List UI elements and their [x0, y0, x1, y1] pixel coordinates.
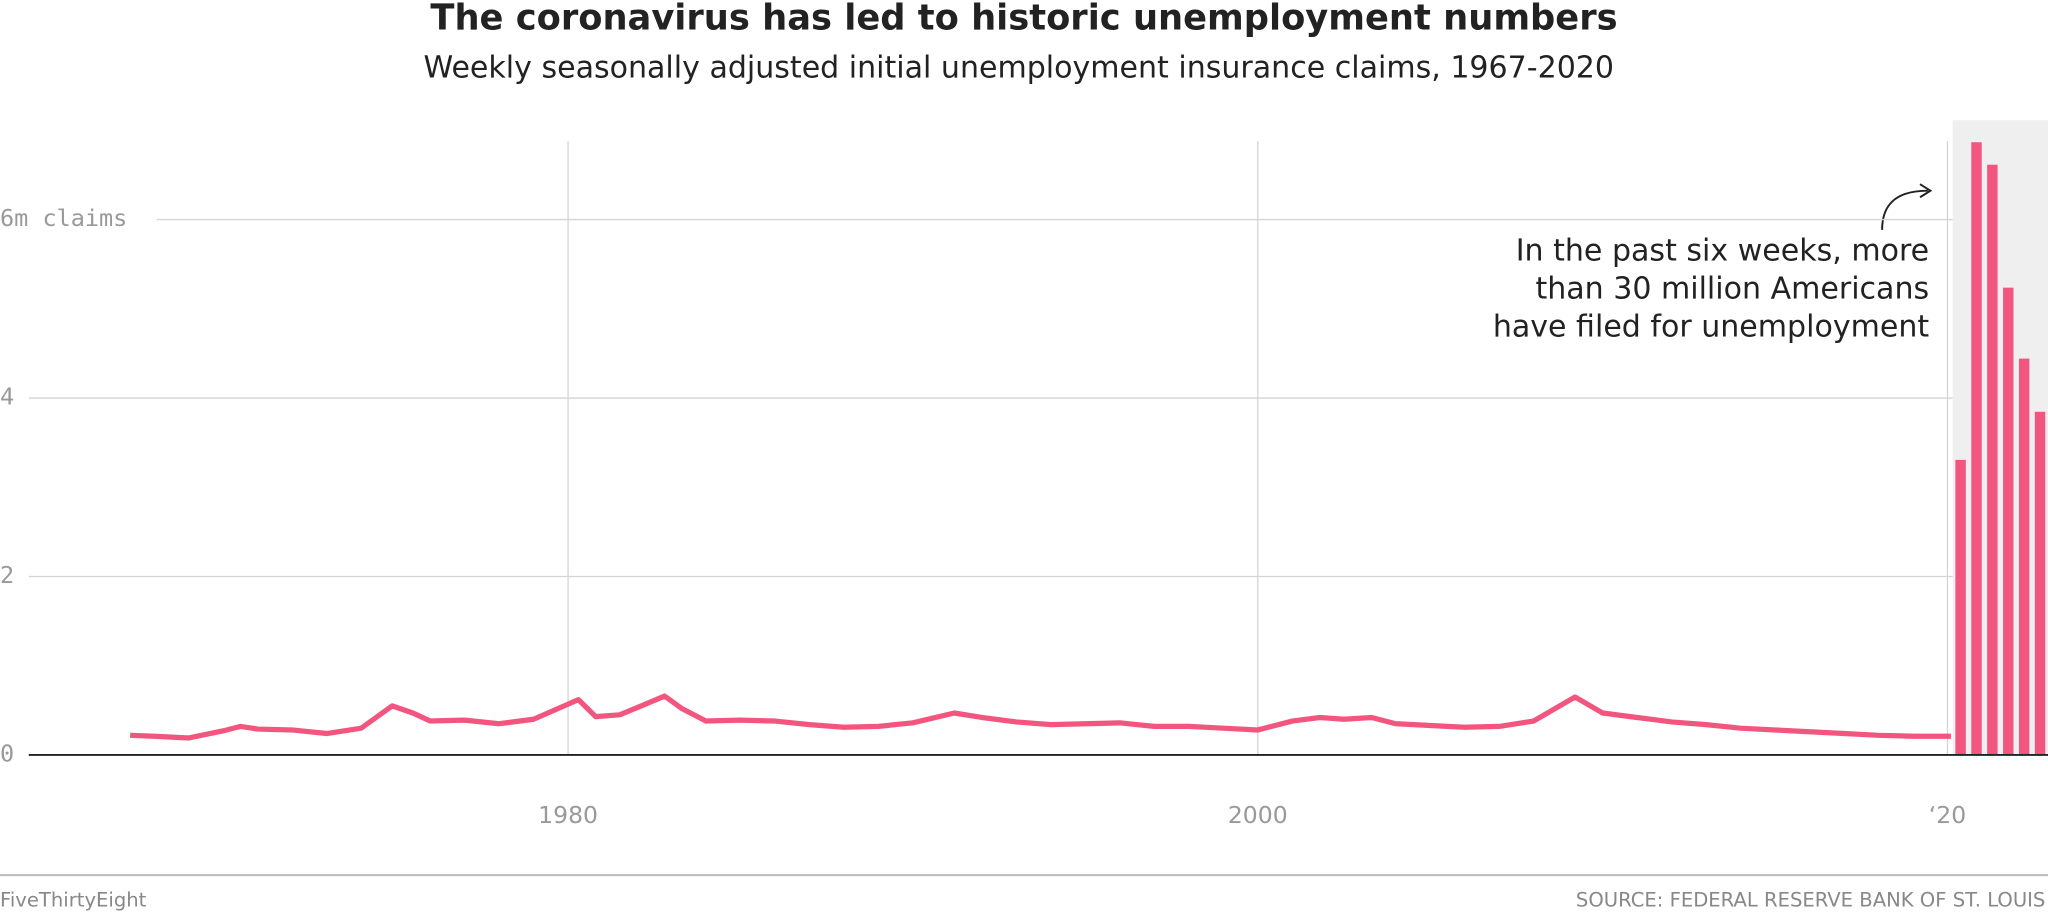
- bar: [1971, 142, 1982, 755]
- chart-title: The coronavirus has led to historic unem…: [430, 0, 1617, 39]
- y-tick-label: 2: [0, 561, 14, 589]
- x-tick-label: 1980: [538, 801, 598, 829]
- bar: [2018, 358, 2030, 755]
- annotation: have filed for unemployment: [1493, 309, 1930, 344]
- x-tick-label: ‘20: [1929, 801, 1966, 829]
- chart-subtitle: Weekly seasonally adjusted initial unemp…: [424, 51, 1615, 86]
- source: SOURCE: FEDERAL RESERVE BANK OF ST. LOUI…: [1576, 889, 2045, 912]
- bar: [2003, 287, 2014, 755]
- annotation: than 30 million Americans: [1535, 271, 1929, 306]
- credit: FiveThirtyEight: [0, 889, 147, 912]
- bar: [2034, 411, 2046, 755]
- x-tick-label: 2000: [1228, 801, 1288, 829]
- bar: [1987, 164, 1998, 755]
- annotation-arrowhead: [1919, 183, 1933, 199]
- y-tick-label: 0: [0, 739, 14, 767]
- y-tick-label: 4: [0, 383, 14, 411]
- claims-line: [130, 693, 1951, 741]
- y-tick-label: 6m claims: [0, 204, 127, 232]
- annotation-arrow: [1881, 189, 1928, 230]
- bar: [1955, 459, 1966, 755]
- highlight-panel: [1952, 120, 2048, 755]
- annotation: In the past six weeks, more: [1516, 234, 1929, 269]
